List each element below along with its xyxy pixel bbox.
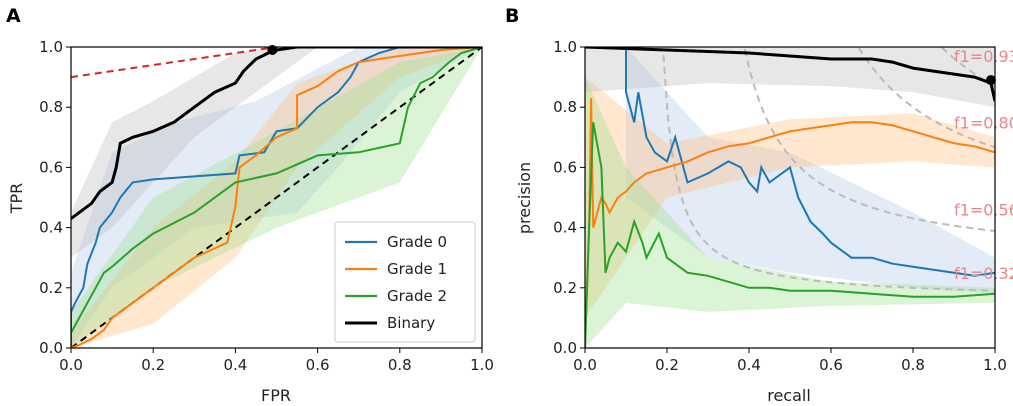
panel-b-ylabel: precision: [515, 162, 534, 234]
panel-b-xtick-label: 1.0: [983, 356, 1007, 374]
legend-label-grade-1: Grade 1: [387, 260, 447, 278]
panel-a-ytick-label: 0.4: [39, 219, 63, 237]
panel-a-band-binary: [71, 47, 482, 258]
panel-a-label: A: [6, 5, 21, 27]
panel-a-xtick-label: 0.6: [306, 356, 330, 374]
panel-b-label: B: [505, 5, 519, 27]
panel-a-tangent-line: [71, 47, 284, 79]
panel-a-roc: 0.0 0.2 0.4 0.6 0.8 1.0 0.0 0.2 0.4 0.6 0.8 1.0: [39, 38, 494, 374]
panel-b-iso-label: f1=0.32: [954, 264, 1013, 283]
panel-b-xtick-label: 0.0: [573, 356, 597, 374]
legend-label-grade-0: Grade 0: [387, 233, 447, 251]
panel-a-xtick-label: 0.4: [223, 356, 247, 374]
panel-b-xtick-label: 0.4: [737, 356, 761, 374]
panel-a-frame: [70, 46, 483, 349]
panel-b-ytick-label: 0.0: [553, 339, 577, 357]
panel-b-xtick-label: 0.2: [655, 356, 679, 374]
panel-b-ytick-label: 0.6: [553, 158, 577, 176]
panel-b-iso-label: f1=0.80: [954, 113, 1013, 132]
panel-a-ylabel: TPR: [7, 183, 26, 215]
panel-a-xtick-label: 0.8: [388, 356, 412, 374]
panel-b-marker-binary: [985, 75, 996, 86]
panel-a-ytick-label: 0.0: [39, 339, 63, 357]
panel-b-line-binary: [585, 47, 995, 102]
panel-a-xtick-label: 0.0: [59, 356, 83, 374]
panel-b-xtick-label: 0.6: [819, 356, 843, 374]
panel-b-line-grade-1: [585, 98, 995, 348]
panel-a-plot-area: [71, 47, 482, 348]
panel-a-xtick-label: 1.0: [470, 356, 494, 374]
panel-a-xlabel: FPR: [261, 386, 291, 405]
panel-a-ytick-label: 0.8: [39, 98, 63, 116]
panel-a-ytick-label: 0.6: [39, 158, 63, 176]
panel-b-iso-f1-curve: [857, 47, 995, 149]
panel-b-frame: [584, 46, 996, 349]
panel-b-iso-label: f1=0.93: [954, 47, 1013, 66]
panel-a-line-grade-0: [71, 47, 482, 348]
panel-b-line-grade-2: [585, 122, 995, 348]
panel-b-iso-f1-curve: [743, 48, 995, 232]
legend-label-grade-2: Grade 2: [387, 287, 447, 305]
panel-b-xlabel: recall: [767, 386, 811, 405]
panel-b-ytick-label: 0.2: [553, 279, 577, 297]
panel-b-ytick-label: 0.4: [553, 219, 577, 237]
panel-a-line-grade-2: [71, 47, 482, 334]
panel-a-line-binary: [71, 47, 482, 220]
panel-a-line-grade-1: [71, 47, 482, 348]
legend: Grade 0 Grade 1 Grade 2 Binary: [334, 221, 476, 343]
panel-a-ytick-label: 1.0: [39, 38, 63, 56]
panel-b-ytick-label: 0.8: [553, 98, 577, 116]
panel-b-band-grade-2: [585, 77, 995, 348]
panel-b-iso-label: f1=0.56: [954, 201, 1013, 220]
panel-b-band-grade-0: [626, 47, 995, 294]
panel-a-ytick-label: 0.2: [39, 279, 63, 297]
legend-label-binary: Binary: [387, 314, 435, 332]
panel-b-iso-f1-curve: [662, 54, 995, 292]
panel-b-band-grade-1: [585, 77, 995, 318]
panel-b-iso-f1-curve: [941, 47, 995, 88]
panel-b-pr: f1=0.93 f1=0.80 f1=0.56 f1=0.32 0.0 0.2 0.4 0.6…: [553, 38, 1013, 374]
panel-b-ytick-label: 1.0: [553, 38, 577, 56]
panel-b-xtick-label: 0.8: [901, 356, 925, 374]
panel-b-plot-area: [585, 47, 995, 348]
panel-b-line-grade-0: [625, 47, 995, 277]
legend-box: [334, 221, 476, 343]
panel-a-xtick-label: 0.2: [141, 356, 165, 374]
